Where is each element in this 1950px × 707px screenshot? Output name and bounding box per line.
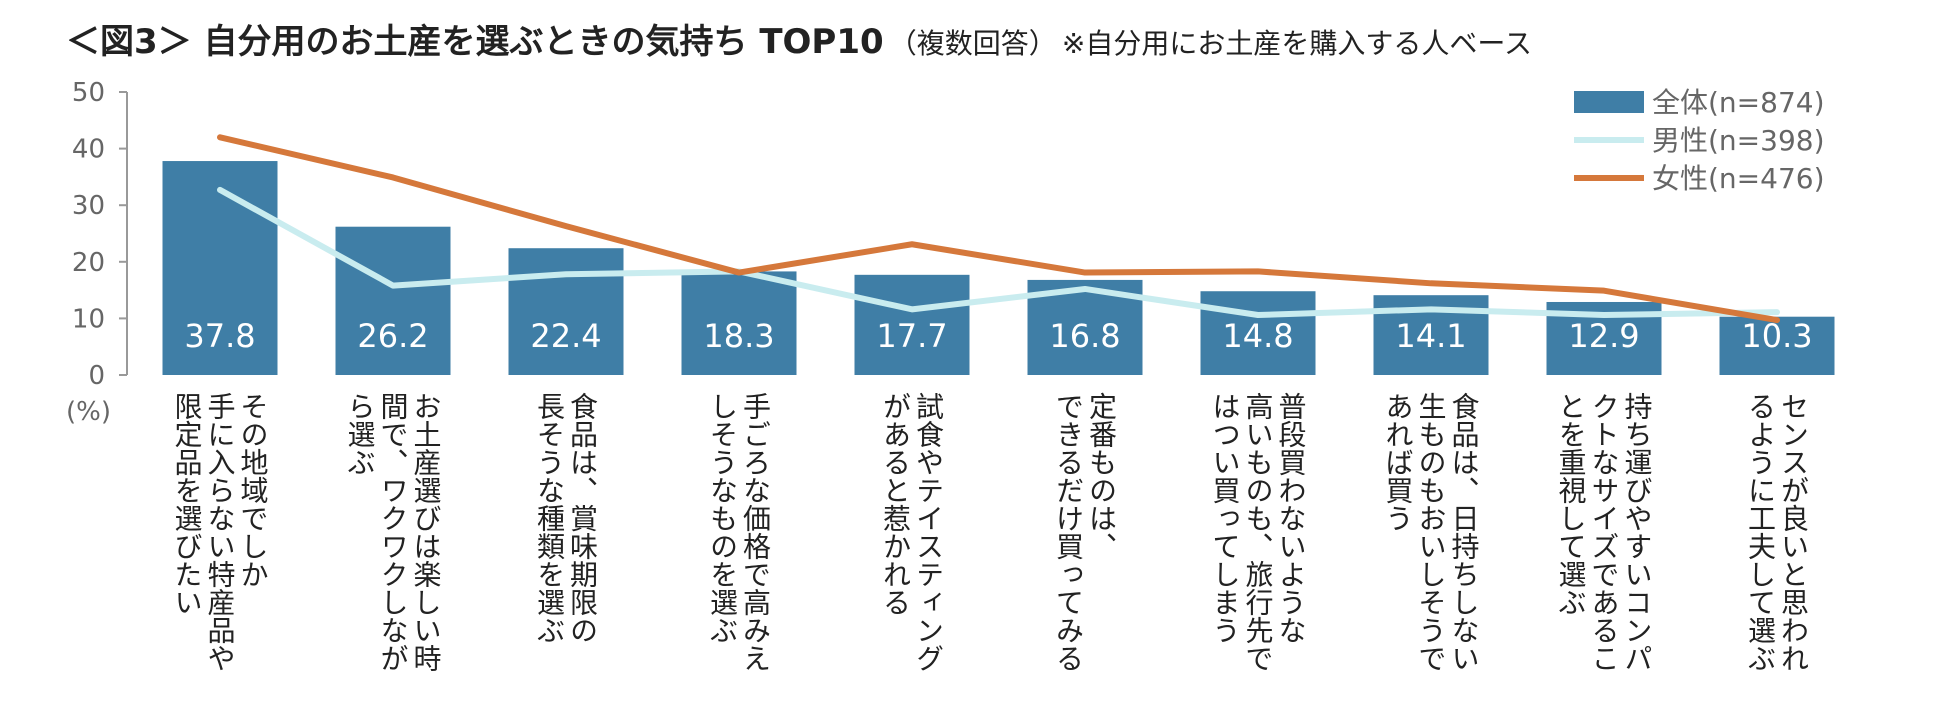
category-label: できるだけ買ってみる (1052, 392, 1085, 672)
category-label: クトなサイズであるこ (1588, 392, 1621, 672)
y-axis-unit: (%) (66, 397, 111, 427)
bar (854, 274, 970, 375)
category-label: 手に入らない特産品や (204, 392, 237, 672)
category-label: 普段買わないような (1275, 392, 1308, 644)
bar (162, 161, 278, 375)
legend-label-total: 全体(n=874) (1652, 86, 1825, 119)
bar-value-label: 17.7 (876, 317, 947, 355)
category-label: 定番ものは、 (1085, 392, 1118, 560)
chart-title-note: ※自分用にお土産を購入する人ベース (1061, 27, 1532, 60)
y-tick-label: 30 (72, 191, 105, 221)
series-line-male (217, 186, 1780, 319)
category-label: るように工夫して選ぶ (1744, 392, 1777, 672)
y-tick-label: 50 (72, 78, 105, 108)
y-tick-label: 20 (72, 248, 105, 278)
chart-title: ＜図3＞ 自分用のお土産を選ぶときの気持ち TOP10 （複数回答） ※自分用に… (66, 14, 1532, 63)
bar-value-label: 14.8 (1222, 317, 1293, 355)
bar (681, 271, 797, 375)
bar-value-label: 37.8 (184, 317, 255, 355)
category-label: ら選ぶ (344, 392, 377, 476)
category-label: 手ごろな価格で高みえ (739, 392, 772, 672)
bar-value-label: 22.4 (530, 317, 601, 355)
legend-swatch-total (1574, 91, 1644, 113)
category-label: その地域でしか (237, 392, 270, 588)
category-label: しそうなものを選ぶ (706, 392, 739, 644)
bar (1200, 291, 1316, 375)
legend-label-female: 女性(n=476) (1652, 162, 1825, 195)
bar-value-label: 26.2 (357, 317, 428, 355)
category-label: 試食やテイスティング (912, 392, 945, 672)
bar-value-label: 18.3 (703, 317, 774, 355)
chart-title-main: ＜図3＞ 自分用のお土産を選ぶときの気持ち TOP10 (66, 22, 884, 62)
category-label: があると惹かれる (879, 392, 912, 616)
bar-value-label: 14.1 (1395, 317, 1466, 355)
bar (1719, 316, 1835, 375)
category-label: 生ものもおいしそうで (1415, 392, 1448, 672)
category-label: 限定品を選びたい (171, 392, 204, 616)
y-tick-label: 40 (72, 135, 105, 165)
bar (508, 248, 624, 375)
category-label: 持ち運びやすいコンパ (1621, 392, 1654, 672)
chart-title-sub: （複数回答） (888, 27, 1057, 60)
legend-label-male: 男性(n=398) (1652, 124, 1825, 157)
category-label: 食品は、賞味期限の (566, 392, 599, 644)
category-label: センスが良いと思われ (1777, 392, 1810, 672)
category-label: お土産選びは楽しい時 (410, 392, 443, 672)
bar-value-label: 12.9 (1568, 317, 1639, 355)
bar (335, 226, 451, 375)
category-label: とを重視して選ぶ (1555, 392, 1588, 616)
category-label: はつい買ってしまう (1209, 392, 1242, 644)
category-label: 食品は、日持ちしない (1448, 392, 1481, 672)
category-label: 間で、ワクワクしなが (377, 392, 410, 672)
bar-value-label: 16.8 (1049, 317, 1120, 355)
y-tick-label: 10 (72, 304, 105, 334)
bar-value-label: 10.3 (1741, 317, 1812, 355)
y-tick-label: 0 (88, 361, 105, 391)
category-label: 高いものも、旅行先で (1242, 392, 1275, 672)
category-label: 長そうな種類を選ぶ (533, 392, 566, 644)
series-line-female (217, 134, 1780, 324)
category-label: あれば買う (1382, 392, 1415, 532)
